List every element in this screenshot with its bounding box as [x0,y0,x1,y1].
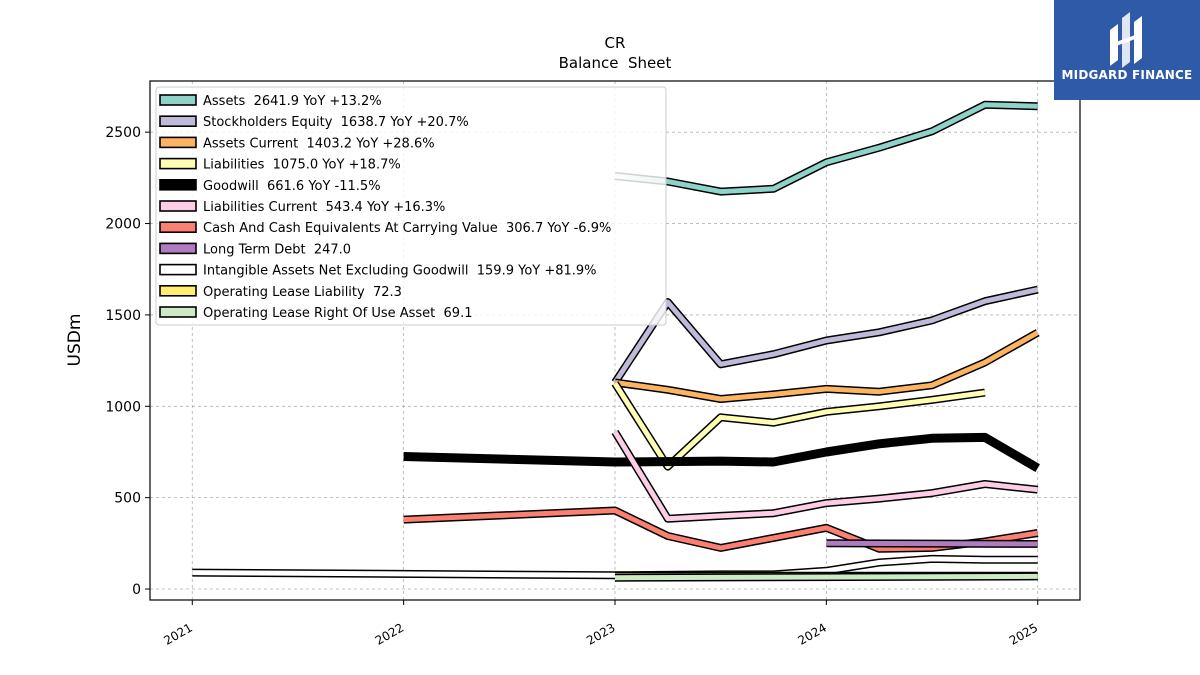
legend-item: Stockholders Equity 1638.7 YoY +20.7% [159,115,469,130]
legend-item: Cash And Cash Equivalents At Carrying Va… [159,221,611,236]
legend-item: Liabilities 1075.0 YoY +18.7% [159,157,401,173]
series-path [614,102,1038,195]
series-path [826,540,1038,547]
brand-name: MIDGARD FINANCE [1061,68,1193,82]
legend-swatch [159,221,197,233]
y-axis: 0 500 1000 1500 2000 2500 [105,125,150,598]
series-path [614,330,1039,402]
legend-label: Liabilities Current 543.4 YoY +16.3% [203,200,445,215]
legend-label: Stockholders Equity 1638.7 YoY +20.7% [203,115,469,130]
legend-label: Assets 2641.9 YoY +13.2% [203,94,382,109]
legend-item: Operating Lease Liability 72.3 [159,284,402,300]
y-tick-label: 2500 [105,125,141,141]
series-line [611,285,1039,385]
chart-subtitle: Balance Sheet [559,54,672,72]
series-path [403,432,1040,472]
legend-item: Intangible Assets Net Excluding Goodwill… [159,263,597,279]
x-tick-label: 2021 [161,620,194,647]
x-tick-label: 2024 [795,620,828,647]
series-path [612,430,1038,522]
y-axis-label: USDm [65,314,85,367]
legend-swatch [159,136,197,149]
x-axis: 2021 2022 2023 2024 2025 [161,600,1040,648]
legend-label: Long Term Debt 247.0 [203,242,351,257]
y-tick-label: 2000 [105,217,141,233]
y-tick-label: 1000 [105,399,141,415]
series-line [403,432,1040,472]
legend-label: Assets Current 1403.2 YoY +28.6% [203,136,435,151]
series-line [611,429,1039,523]
series-layer [192,100,1040,582]
series-path [614,573,1038,581]
legend-swatch [159,179,197,191]
series-line [614,100,1038,196]
series-outline [611,429,1039,523]
brand-logo: MIDGARD FINANCE [1054,0,1200,100]
legend-swatch [159,242,197,255]
y-tick-label: 0 [132,582,141,598]
legend-swatch [159,115,197,127]
legend: Assets 2641.9 YoY +13.2% Stockholders Equ… [155,86,667,326]
legend-label: Operating Lease Right Of Use Asset 69.1 [203,306,472,321]
series-line [614,329,1040,403]
series-line [614,572,1038,582]
x-tick-label: 2023 [584,620,617,647]
legend-swatch [159,94,197,106]
legend-label: Operating Lease Liability 72.3 [203,285,402,300]
legend-item: Assets Current 1403.2 YoY +28.6% [159,136,435,151]
legend-item: Assets 2641.9 YoY +13.2% [159,94,382,109]
chart-title: CR [605,34,626,52]
legend-swatch [159,284,197,297]
legend-item: Operating Lease Right Of Use Asset 69.1 [159,306,472,321]
x-tick-label: 2025 [1007,620,1040,647]
legend-swatch [159,157,197,170]
brand-mark-icon [1110,12,1142,68]
series-line [826,539,1038,548]
legend-swatch [159,306,197,318]
legend-swatch [159,263,197,276]
legend-label: Liabilities 1075.0 YoY +18.7% [203,158,401,173]
legend-item: Goodwill 661.6 YoY -11.5% [159,179,381,194]
legend-item: Long Term Debt 247.0 [159,242,351,257]
series-path [612,287,1039,384]
legend-label: Goodwill 661.6 YoY -11.5% [203,179,381,194]
legend-box [155,86,667,326]
legend-label: Intangible Assets Net Excluding Goodwill… [203,264,597,279]
legend-swatch [159,200,197,212]
y-tick-label: 1500 [105,308,141,324]
legend-label: Cash And Cash Equivalents At Carrying Va… [203,221,611,236]
x-tick-label: 2022 [373,620,406,647]
y-tick-label: 500 [114,491,141,507]
legend-item: Liabilities Current 543.4 YoY +16.3% [159,200,445,215]
